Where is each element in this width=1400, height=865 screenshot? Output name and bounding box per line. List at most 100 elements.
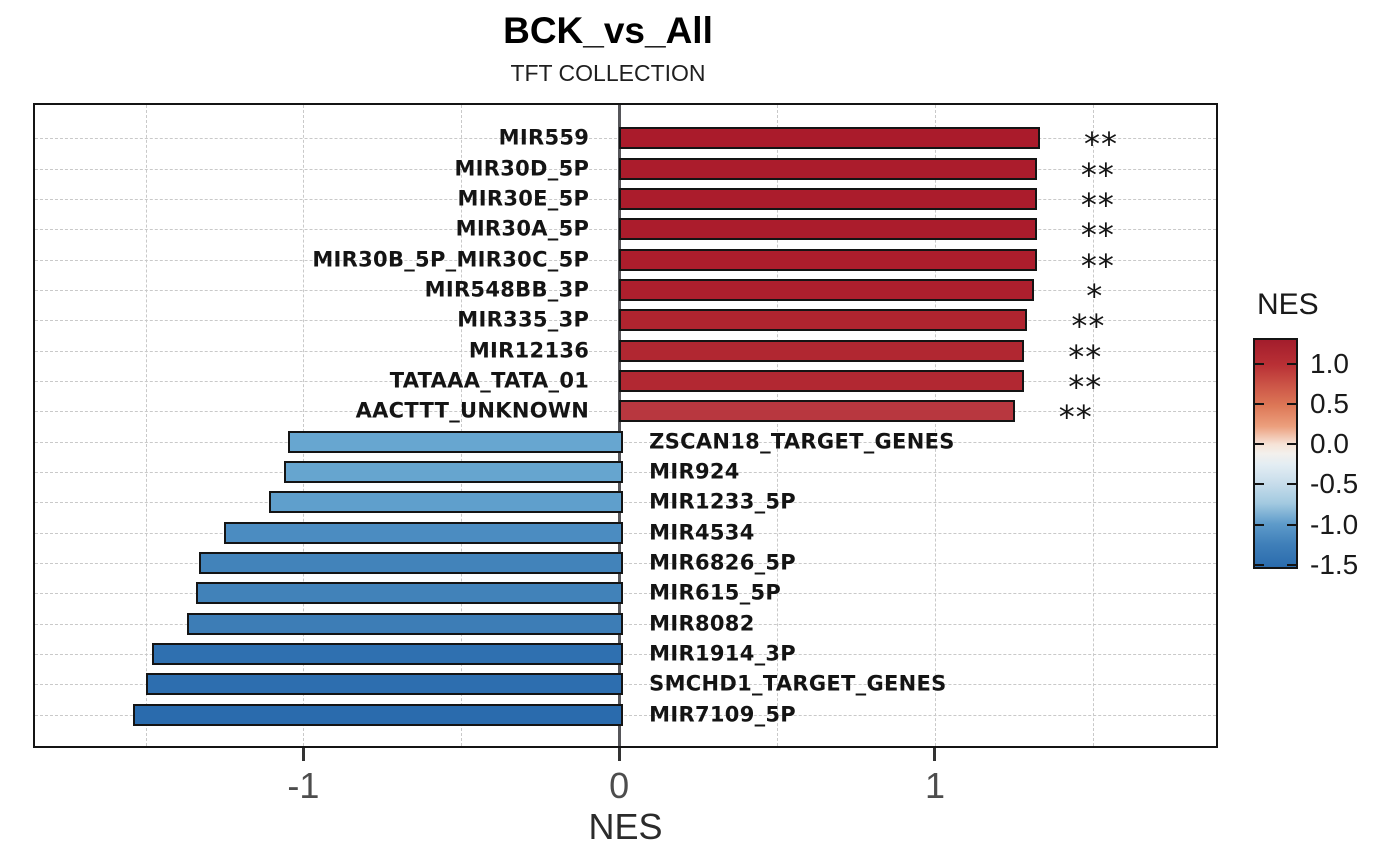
horizontal-gridline [35,441,1216,443]
horizontal-gridline [35,562,1216,564]
nes-bar [619,339,1025,362]
bar-label: MIR30B_5P_MIR30C_5P [312,247,590,272]
nes-bar [619,127,1040,150]
colorbar-tick-mark [1255,403,1264,405]
bar-label: MIR1233_5P [649,489,797,514]
nes-bar [619,369,1025,392]
colorbar-tick-label: 1.0 [1310,347,1349,379]
nes-bar [619,248,1037,271]
bar-row: ZSCAN18_TARGET_GENES [35,426,1216,456]
nes-bar [284,460,624,483]
nes-bar [619,309,1028,332]
vertical-gridline [461,105,463,746]
colorbar-tick-mark [1255,523,1264,526]
chart-subtitle: TFT COLLECTION [510,60,706,86]
bar-label: MIR7109_5P [649,702,797,727]
bar-row: MIR8082 [35,609,1216,639]
bar-label: MIR924 [649,459,740,484]
x-tick-mark [301,748,305,761]
bar-row: MIR30A_5P ** [35,214,1216,251]
nes-bar [224,521,624,544]
significance-stars: ** [1080,246,1115,285]
bar-label: MIR12136 [468,338,590,363]
nes-bar [196,582,624,605]
significance-stars: ** [1058,398,1093,437]
nes-bar [186,612,624,635]
bar-row: MIR30E_5P ** [35,184,1216,221]
bar-label: MIR335_3P [457,307,590,332]
vertical-gridline [934,105,936,746]
significance-stars: ** [1080,185,1115,224]
nes-bar [287,430,624,453]
significance-stars: ** [1080,155,1115,194]
horizontal-gridline [35,623,1216,625]
bar-label: MIR615_5P [649,580,782,605]
colorbar-tick-label: -1.0 [1310,508,1359,540]
nes-bar [619,157,1037,180]
bar-row: MIR615_5P [35,578,1216,608]
nes-bar [268,491,624,514]
bar-row: MIR4534 [35,517,1216,547]
bar-label: MIR6826_5P [649,550,797,575]
bar-label: MIR30D_5P [454,156,590,181]
significance-stars: ** [1080,216,1115,255]
nes-bar [199,551,624,574]
colorbar-tick-mark [1287,523,1296,526]
chart-title: BCK_vs_All [503,10,713,51]
legend-title: NES [1257,288,1319,321]
bar-row: MIR548BB_3P * [35,275,1216,312]
bar-row: MIR30D_5P ** [35,153,1216,191]
bar-row: SMCHD1_TARGET_GENES [35,669,1216,699]
significance-stars: * [1086,276,1104,315]
bar-row: MIR30B_5P_MIR30C_5P ** [35,244,1216,282]
bar-row: MIR1233_5P [35,487,1216,517]
colorbar-gradient [1253,338,1298,569]
bar-label: AACTTT_UNKNOWN [355,398,590,423]
bar-label: ZSCAN18_TARGET_GENES [649,429,955,454]
bar-label: MIR559 [498,125,590,150]
colorbar-tick-label: 0.5 [1310,388,1349,419]
colorbar-tick-label: -1.5 [1310,548,1359,580]
colorbar-legend: NES 1.0 0.5 0.0 -0.5 -1.0 -1.5 [1253,288,1400,588]
nes-bar [619,400,1015,423]
vertical-gridline [303,105,305,746]
bar-row: MIR6826_5P [35,548,1216,578]
bar-label: MIR30E_5P [457,186,590,211]
bar-row: MIR7109_5P [35,700,1216,730]
vertical-gridline [1092,105,1094,746]
bar-label: MIR548BB_3P [424,277,590,302]
vertical-gridline [777,105,779,746]
bar-row: MIR924 [35,457,1216,487]
colorbar-tick-mark [1255,563,1264,566]
horizontal-gridline [35,684,1216,686]
bar-label: MIR1914_3P [649,641,797,666]
x-tick-mark [933,748,937,761]
bar-label: TATAAA_TATA_01 [389,368,590,393]
x-tick-mark [617,748,621,761]
bar-label: MIR4534 [649,520,755,545]
x-tick-label: -1 [287,765,320,806]
horizontal-gridline [35,471,1216,473]
significance-stars: ** [1068,367,1103,406]
x-tick-label: 0 [609,765,630,806]
bar-row: TATAAA_TATA_01 ** [35,366,1216,403]
nes-bar [151,643,624,666]
nes-bar [132,703,624,726]
horizontal-gridline [35,593,1216,595]
colorbar-tick-mark [1287,443,1296,446]
x-tick-label: 1 [924,765,945,806]
horizontal-gridline [35,714,1216,716]
bar-label: SMCHD1_TARGET_GENES [649,671,947,696]
colorbar-tick-label: 0.0 [1310,428,1349,460]
horizontal-gridline [35,502,1216,504]
bar-label: MIR30A_5P [455,216,590,241]
x-axis-title: NES [588,806,663,847]
bar-rows: MIR559 ** MIR30D_5P ** MIR30E_5P ** MIR30A_5P *… [35,123,1216,730]
colorbar-tick-mark [1287,403,1296,405]
bar-row: AACTTT_UNKNOWN ** [35,396,1216,433]
significance-stars: ** [1084,125,1118,164]
zero-baseline [617,105,621,746]
bar-row: MIR335_3P ** [35,305,1216,342]
plot-panel: MIR559 ** MIR30D_5P ** MIR30E_5P ** MIR30A_5P *… [33,103,1218,748]
